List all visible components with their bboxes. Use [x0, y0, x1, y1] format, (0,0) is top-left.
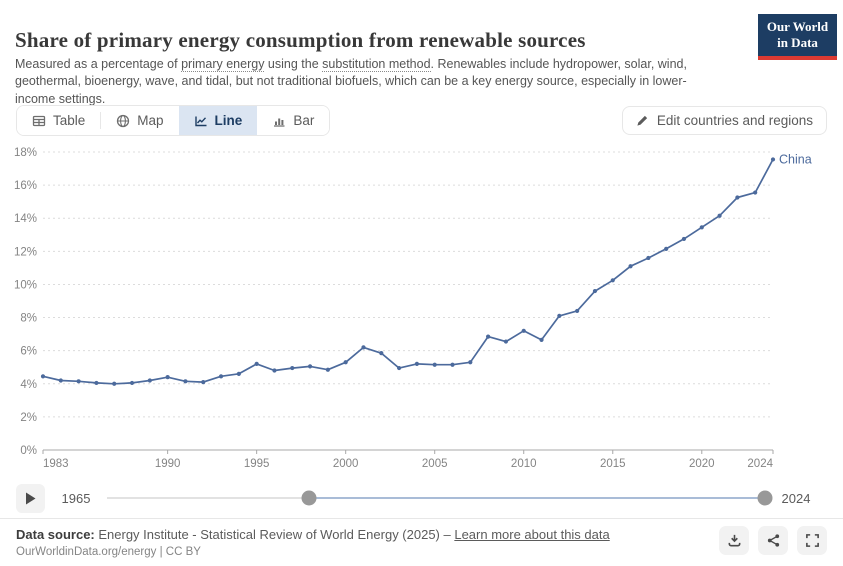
- data-source-text: Energy Institute - Statistical Review of…: [94, 527, 455, 542]
- subtitle-text: using the: [264, 56, 323, 71]
- svg-text:2000: 2000: [333, 458, 359, 470]
- timeline-handle-end[interactable]: [757, 490, 773, 506]
- line-chart[interactable]: 0% 2% 4% 6% 8% 10% 12% 14% 16% 18% 1983 1990 1995 200…: [0, 142, 843, 478]
- svg-text:0%: 0%: [20, 445, 37, 457]
- tab-table[interactable]: Table: [17, 106, 101, 135]
- credit-line: OurWorldinData.org/energy | CC BY: [16, 546, 201, 558]
- owid-logo-line1: Our World: [766, 19, 829, 34]
- controls-row: Table Map Line Bar Edit countries and re…: [16, 105, 827, 136]
- footer: Data source: Energy Institute - Statisti…: [0, 518, 843, 566]
- chart-type-tabbar: Table Map Line Bar: [16, 105, 331, 136]
- svg-text:1983: 1983: [43, 458, 69, 470]
- svg-text:1990: 1990: [155, 458, 181, 470]
- svg-text:2010: 2010: [511, 458, 537, 470]
- tab-label: Table: [53, 113, 86, 128]
- svg-text:2005: 2005: [422, 458, 448, 470]
- svg-text:2%: 2%: [20, 412, 37, 424]
- svg-text:8%: 8%: [20, 313, 37, 325]
- timeline: 1965 2024: [16, 483, 827, 513]
- chart-subtitle: Measured as a percentage of primary ener…: [15, 56, 715, 109]
- svg-text:2015: 2015: [600, 458, 626, 470]
- svg-text:2020: 2020: [689, 458, 715, 470]
- page-title: Share of primary energy consumption from…: [15, 28, 586, 53]
- svg-text:2024: 2024: [747, 458, 773, 470]
- timeline-track[interactable]: [107, 490, 773, 506]
- share-icon: [767, 534, 779, 547]
- timeline-track-active: [309, 497, 765, 499]
- owid-logo-line2: in Data: [777, 35, 818, 51]
- tab-divider: [100, 112, 102, 129]
- owid-logo[interactable]: Our World in Data: [758, 14, 837, 60]
- play-button[interactable]: [16, 483, 45, 513]
- share-button[interactable]: [758, 526, 788, 555]
- timeline-end-year: 2024: [781, 490, 811, 506]
- tab-line[interactable]: Line: [178, 106, 258, 135]
- play-icon: [26, 492, 36, 504]
- download-button[interactable]: [719, 526, 749, 555]
- svg-text:12%: 12%: [14, 246, 37, 258]
- learn-more-link[interactable]: Learn more about this data: [454, 527, 610, 542]
- svg-text:4%: 4%: [20, 379, 37, 391]
- primary-energy-link[interactable]: primary energy: [181, 56, 265, 72]
- subtitle-text: Measured as a percentage of: [15, 56, 182, 71]
- tab-map[interactable]: Map: [101, 106, 179, 135]
- edit-countries-button[interactable]: Edit countries and regions: [621, 106, 827, 135]
- data-source-label: Data source:: [16, 527, 95, 542]
- tab-label: Bar: [293, 113, 315, 128]
- bar-chart-icon: [274, 118, 285, 127]
- pencil-icon: [637, 115, 648, 126]
- svg-text:10%: 10%: [14, 279, 37, 291]
- timeline-handle-start[interactable]: [301, 490, 317, 506]
- svg-text:14%: 14%: [14, 213, 37, 225]
- fullscreen-button[interactable]: [797, 526, 827, 555]
- svg-text:6%: 6%: [20, 346, 37, 358]
- svg-text:1995: 1995: [244, 458, 270, 470]
- svg-text:18%: 18%: [14, 147, 37, 159]
- download-icon: [728, 534, 740, 547]
- timeline-start-year: 1965: [61, 490, 91, 506]
- series-end-label: China: [779, 152, 812, 166]
- substitution-method-link[interactable]: substitution method: [322, 56, 431, 72]
- globe-icon: [117, 114, 130, 127]
- tab-label: Line: [214, 113, 243, 128]
- subtitle-text: . Renewables include hydropower, solar, …: [15, 56, 687, 107]
- footer-actions: [719, 526, 827, 555]
- tab-bar[interactable]: Bar: [257, 106, 330, 135]
- svg-text:16%: 16%: [14, 180, 37, 192]
- edit-countries-label: Edit countries and regions: [656, 113, 813, 128]
- line-chart-icon: [194, 116, 207, 126]
- table-icon: [32, 115, 46, 126]
- tab-label: Map: [137, 113, 164, 128]
- data-source-line: Data source: Energy Institute - Statisti…: [16, 527, 827, 542]
- fullscreen-icon: [805, 534, 819, 547]
